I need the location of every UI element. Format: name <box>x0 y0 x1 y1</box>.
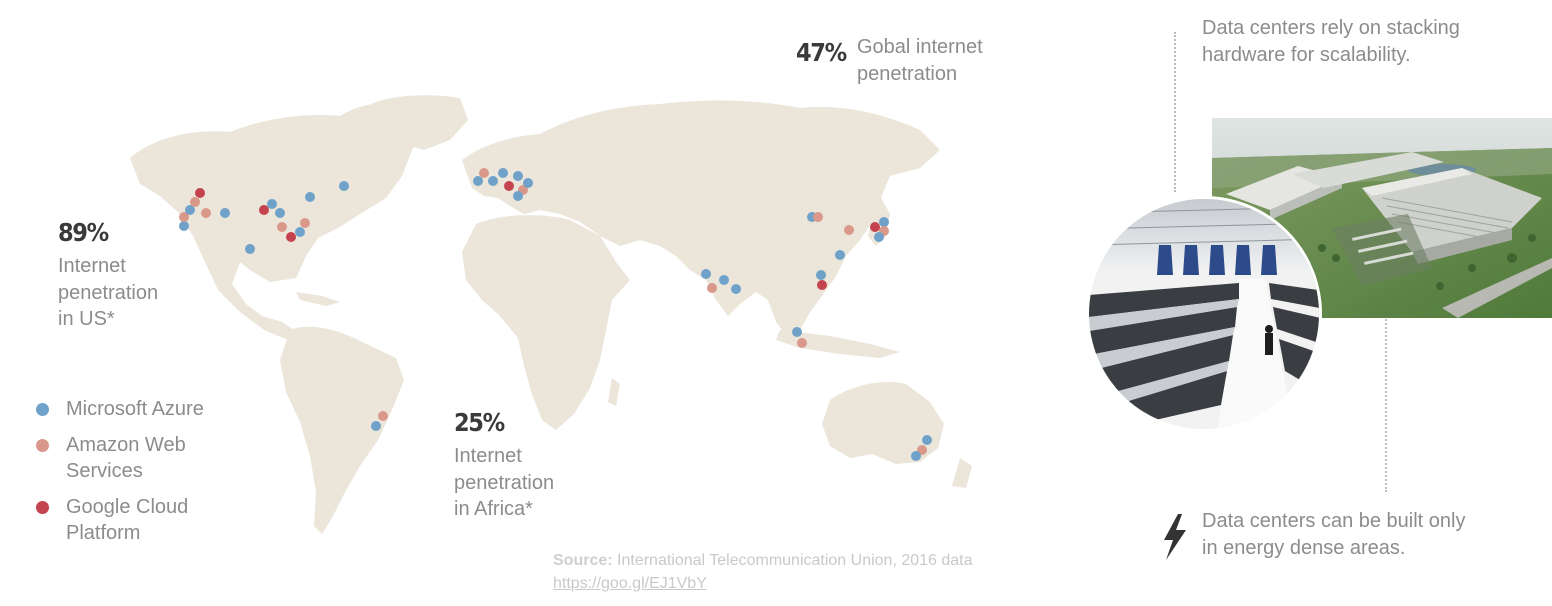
source-citation: Source: International Telecommunication … <box>553 549 973 595</box>
azure-marker <box>792 327 802 337</box>
caribbean <box>296 292 340 306</box>
note-line: Data centers rely on stacking <box>1202 17 1460 39</box>
aws-marker <box>190 197 200 207</box>
us-penetration-label-line: Internet <box>58 255 126 277</box>
aws-marker <box>707 283 717 293</box>
us-penetration-label-line: penetration <box>58 281 159 304</box>
north-america <box>130 103 430 341</box>
global-penetration-label: Gobal internet penetration <box>857 34 1047 87</box>
aws-marker <box>378 411 388 421</box>
azure-marker <box>179 221 189 231</box>
azure-marker <box>185 205 195 215</box>
azure-marker <box>701 269 711 279</box>
africa-penetration-stat: 25% Internet penetration in Africa* <box>454 408 604 523</box>
new-zealand <box>952 458 972 488</box>
google-dot-icon <box>36 500 49 514</box>
azure-marker <box>513 191 523 201</box>
azure-marker <box>267 199 277 209</box>
azure-marker <box>295 227 305 237</box>
azure-marker <box>275 208 285 218</box>
azure-marker <box>816 270 826 280</box>
legend-label: Microsoft Azure <box>66 398 204 420</box>
lightning-bolt-icon <box>1164 514 1186 560</box>
azure-marker <box>911 451 921 461</box>
global-penetration-label-line: Gobal internet <box>857 36 983 58</box>
stacking-hardware-note: Data centers rely on stacking hardware f… <box>1202 15 1532 68</box>
africa-penetration-label-line: in Africa* <box>454 498 533 520</box>
azure-marker <box>305 192 315 202</box>
azure-marker <box>523 178 533 188</box>
google-marker <box>504 181 514 191</box>
azure-marker <box>488 176 498 186</box>
us-penetration-value: 89% <box>58 218 109 247</box>
source-key: Source: <box>553 552 613 569</box>
legend-label: Platform <box>66 522 141 544</box>
azure-marker <box>220 208 230 218</box>
aws-marker <box>479 168 489 178</box>
africa-penetration-label-line: penetration <box>454 471 555 494</box>
azure-marker <box>835 250 845 260</box>
azure-marker <box>874 232 884 242</box>
azure-marker <box>879 217 889 227</box>
greenland <box>360 95 468 150</box>
australia <box>822 381 944 464</box>
africa-penetration-label-line: Internet <box>454 445 522 467</box>
africa-penetration-value: 25% <box>454 408 505 437</box>
legend-label: Services <box>66 460 143 482</box>
dotted-divider <box>1385 316 1387 492</box>
global-penetration-label-line: penetration <box>857 62 958 85</box>
azure-marker <box>498 168 508 178</box>
source-link[interactable]: https://goo.gl/EJ1VbY <box>553 575 707 592</box>
us-penetration-label-line: in US* <box>58 308 115 330</box>
aws-marker <box>797 338 807 348</box>
azure-dot-icon <box>36 403 49 416</box>
aws-marker <box>844 225 854 235</box>
azure-marker <box>731 284 741 294</box>
aws-marker <box>813 212 823 222</box>
google-marker <box>870 222 880 232</box>
legend-item-aws: Amazon Web Services <box>34 432 234 485</box>
aws-marker <box>300 218 310 228</box>
aws-marker <box>277 222 287 232</box>
aws-dot-icon <box>36 438 49 452</box>
note-line: Data centers can be built only <box>1202 510 1466 532</box>
data-center-markers <box>179 168 932 461</box>
google-marker <box>195 188 205 198</box>
indonesia <box>776 330 900 358</box>
azure-marker <box>339 181 349 191</box>
energy-dense-note: Data centers can be built only in energy… <box>1202 508 1532 561</box>
google-marker <box>817 280 827 290</box>
legend-label: Google Cloud <box>66 495 189 518</box>
legend-label: Amazon Web <box>66 433 186 456</box>
source-line: Source: International Telecommunication … <box>553 549 973 572</box>
azure-marker <box>473 176 483 186</box>
server-hall-photo <box>1086 196 1322 432</box>
south-america <box>280 326 404 534</box>
aws-marker <box>179 212 189 222</box>
azure-marker <box>922 435 932 445</box>
provider-legend: Microsoft Azure Amazon Web Services Goog… <box>34 396 234 556</box>
madagascar <box>608 378 620 406</box>
data-center-campus-photo <box>1212 118 1552 318</box>
source-text: International Telecommunication Union, 2… <box>612 552 973 569</box>
google-marker <box>286 232 296 242</box>
note-line: hardware for scalability. <box>1202 43 1411 66</box>
global-penetration-value: 47% <box>796 38 847 67</box>
africa <box>462 215 630 430</box>
azure-marker <box>371 421 381 431</box>
azure-marker <box>513 171 523 181</box>
dotted-divider <box>1174 32 1176 192</box>
legend-item-google: Google Cloud Platform <box>34 494 234 547</box>
legend-item-azure: Microsoft Azure <box>34 396 234 423</box>
google-marker <box>259 205 269 215</box>
azure-marker <box>245 244 255 254</box>
note-line: in energy dense areas. <box>1202 536 1406 559</box>
azure-marker <box>719 275 729 285</box>
aws-marker <box>201 208 211 218</box>
us-penetration-stat: 89% Internet penetration in US* <box>58 218 208 333</box>
